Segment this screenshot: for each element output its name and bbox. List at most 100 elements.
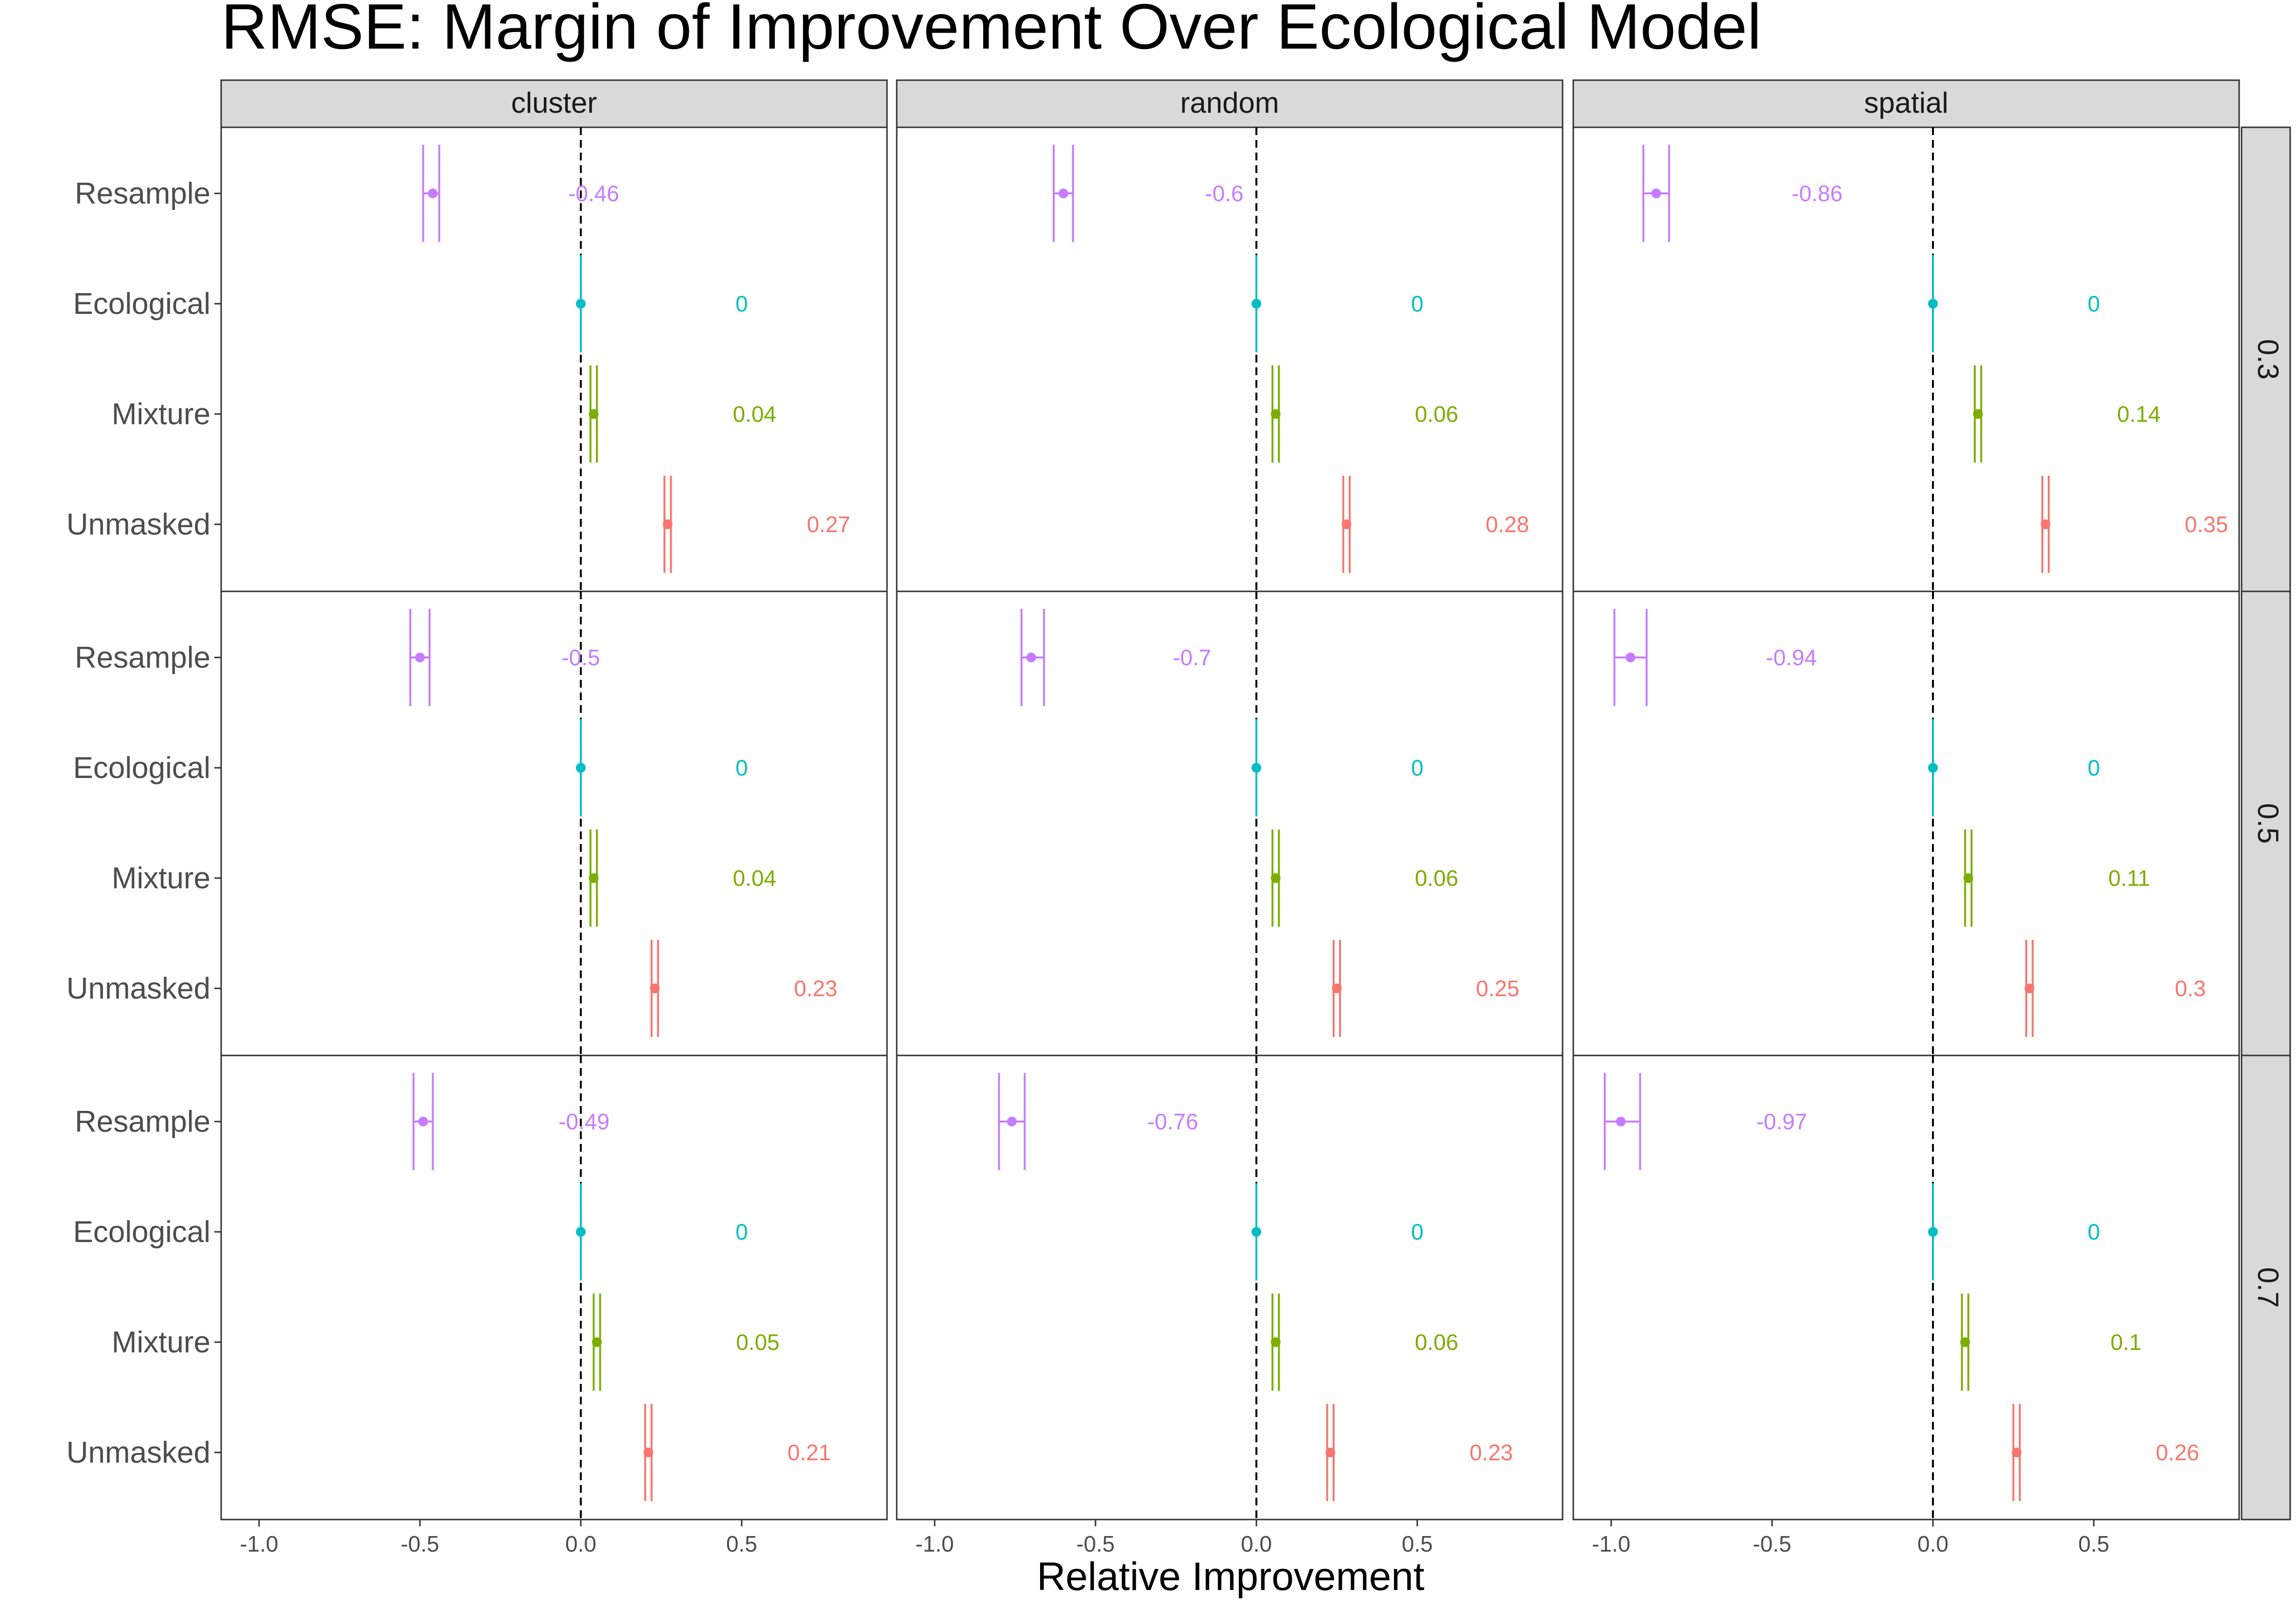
y-tick-label: Resample (75, 177, 210, 210)
data-label: 0.23 (1469, 1440, 1513, 1465)
x-tick-label: -1.0 (915, 1531, 954, 1556)
x-tick-label: 0.5 (1402, 1531, 1433, 1556)
data-label: 0.23 (794, 976, 837, 1001)
x-tick-label: 0.5 (726, 1531, 757, 1556)
data-label: -0.86 (1792, 181, 1843, 206)
data-point-mixture (1960, 1337, 1970, 1347)
facet-strip-label: cluster (511, 86, 597, 119)
data-point-ecological (1928, 763, 1938, 773)
data-point-resample (1651, 189, 1661, 198)
data-point-mixture (1270, 873, 1281, 883)
y-tick-label: Mixture (112, 397, 210, 431)
data-point-ecological (576, 763, 586, 773)
data-label: -0.7 (1173, 645, 1211, 670)
facet-strip-random (896, 79, 1564, 128)
data-point-resample (1007, 1117, 1017, 1126)
y-tick-label: Unmasked (67, 508, 210, 541)
data-label: 0 (735, 1219, 748, 1244)
facet-row-label: 0.7 (2252, 1267, 2284, 1308)
y-tick-label: Unmasked (67, 972, 210, 1005)
facet-strip-cluster (220, 79, 888, 128)
data-point-unmasked (2012, 1448, 2022, 1457)
data-label: -0.97 (1756, 1109, 1807, 1134)
facet-panels: cluster random spatial 0.3 0.5 0.7 Resample Eco… (67, 79, 2291, 1556)
data-point-ecological (576, 299, 586, 309)
data-point-unmasked (650, 984, 660, 993)
data-label: 0 (1411, 755, 1424, 780)
panel-border (896, 590, 1564, 1056)
data-label: 0.06 (1415, 1330, 1459, 1355)
data-point-ecological (1928, 299, 1938, 309)
data-point-unmasked (1325, 1448, 1336, 1457)
y-tick-label: Mixture (112, 862, 210, 895)
data-label: 0.3 (2175, 976, 2206, 1001)
facet-row-label: 0.5 (2252, 803, 2284, 844)
data-label: 0 (2087, 291, 2100, 316)
panel-border (1572, 590, 2240, 1056)
x-tick-label: -1.0 (240, 1531, 278, 1556)
data-point-mixture (589, 409, 599, 419)
data-point-resample (1616, 1117, 1626, 1126)
facet-strip-spatial (1572, 79, 2240, 128)
data-point-mixture (589, 873, 599, 883)
data-point-mixture (1270, 1337, 1281, 1347)
data-point-mixture (1270, 409, 1281, 419)
data-point-resample (1026, 653, 1036, 662)
data-point-ecological (1252, 299, 1261, 309)
data-label: -0.76 (1147, 1109, 1198, 1134)
chart-title: RMSE: Margin of Improvement Over Ecologi… (221, 0, 1761, 62)
data-point-ecological (1252, 1227, 1261, 1237)
data-label: 0.21 (787, 1440, 831, 1465)
facet-strip-label: spatial (1864, 86, 1948, 119)
data-point-mixture (1973, 409, 1983, 419)
data-label: -0.6 (1205, 181, 1243, 206)
data-label: 0 (1411, 291, 1424, 316)
y-tick-label: Resample (75, 1105, 210, 1139)
panel-border (896, 126, 1564, 592)
x-tick-label: -0.5 (400, 1531, 439, 1556)
data-point-mixture (1963, 873, 1973, 883)
data-point-resample (1058, 189, 1068, 198)
data-point-unmasked (2040, 519, 2051, 529)
data-label: -0.94 (1766, 645, 1817, 670)
data-label: 0.06 (1415, 865, 1459, 891)
x-axis-title: Relative Improvement (1037, 1555, 1425, 1599)
panel-border (220, 126, 888, 592)
data-point-unmasked (1341, 519, 1352, 529)
data-point-resample (418, 1117, 428, 1126)
data-point-unmasked (644, 1448, 654, 1457)
data-label: 0.25 (1476, 976, 1520, 1001)
y-tick-label: Ecological (73, 751, 210, 785)
y-tick-label: Mixture (112, 1326, 210, 1359)
panel-border (1572, 1054, 2240, 1521)
data-label: 0 (735, 755, 748, 780)
data-point-resample (415, 653, 425, 662)
data-label: 0.04 (733, 865, 777, 891)
y-tick-label: Resample (75, 641, 210, 674)
x-tick-label: -0.5 (1753, 1531, 1791, 1556)
x-tick-label: 0.0 (565, 1531, 596, 1556)
x-tick-label: -0.5 (1076, 1531, 1114, 1556)
data-point-mixture (592, 1337, 602, 1347)
data-label: 0.35 (2185, 512, 2228, 537)
panel-border (220, 1054, 888, 1521)
x-tick-label: 0.5 (2078, 1531, 2109, 1556)
panel-border (220, 590, 888, 1056)
data-label: 0.26 (2156, 1440, 2199, 1465)
data-label: 0.27 (807, 512, 851, 537)
data-label: 0 (735, 291, 748, 316)
data-label: 0.06 (1415, 401, 1459, 427)
data-label: 0.05 (736, 1330, 780, 1355)
facet-row-strip (2241, 1054, 2291, 1521)
x-tick-label: 0.0 (1917, 1531, 1948, 1556)
data-label: -0.46 (568, 181, 619, 206)
data-label: 0 (2087, 755, 2100, 780)
data-point-ecological (1928, 1227, 1938, 1237)
x-tick-label: -1.0 (1592, 1531, 1630, 1556)
y-tick-label: Ecological (73, 1215, 210, 1249)
data-label: 0.1 (2110, 1330, 2141, 1355)
data-point-unmasked (2024, 984, 2035, 993)
panel-border (896, 1054, 1564, 1521)
x-tick-label: 0.0 (1241, 1531, 1272, 1556)
